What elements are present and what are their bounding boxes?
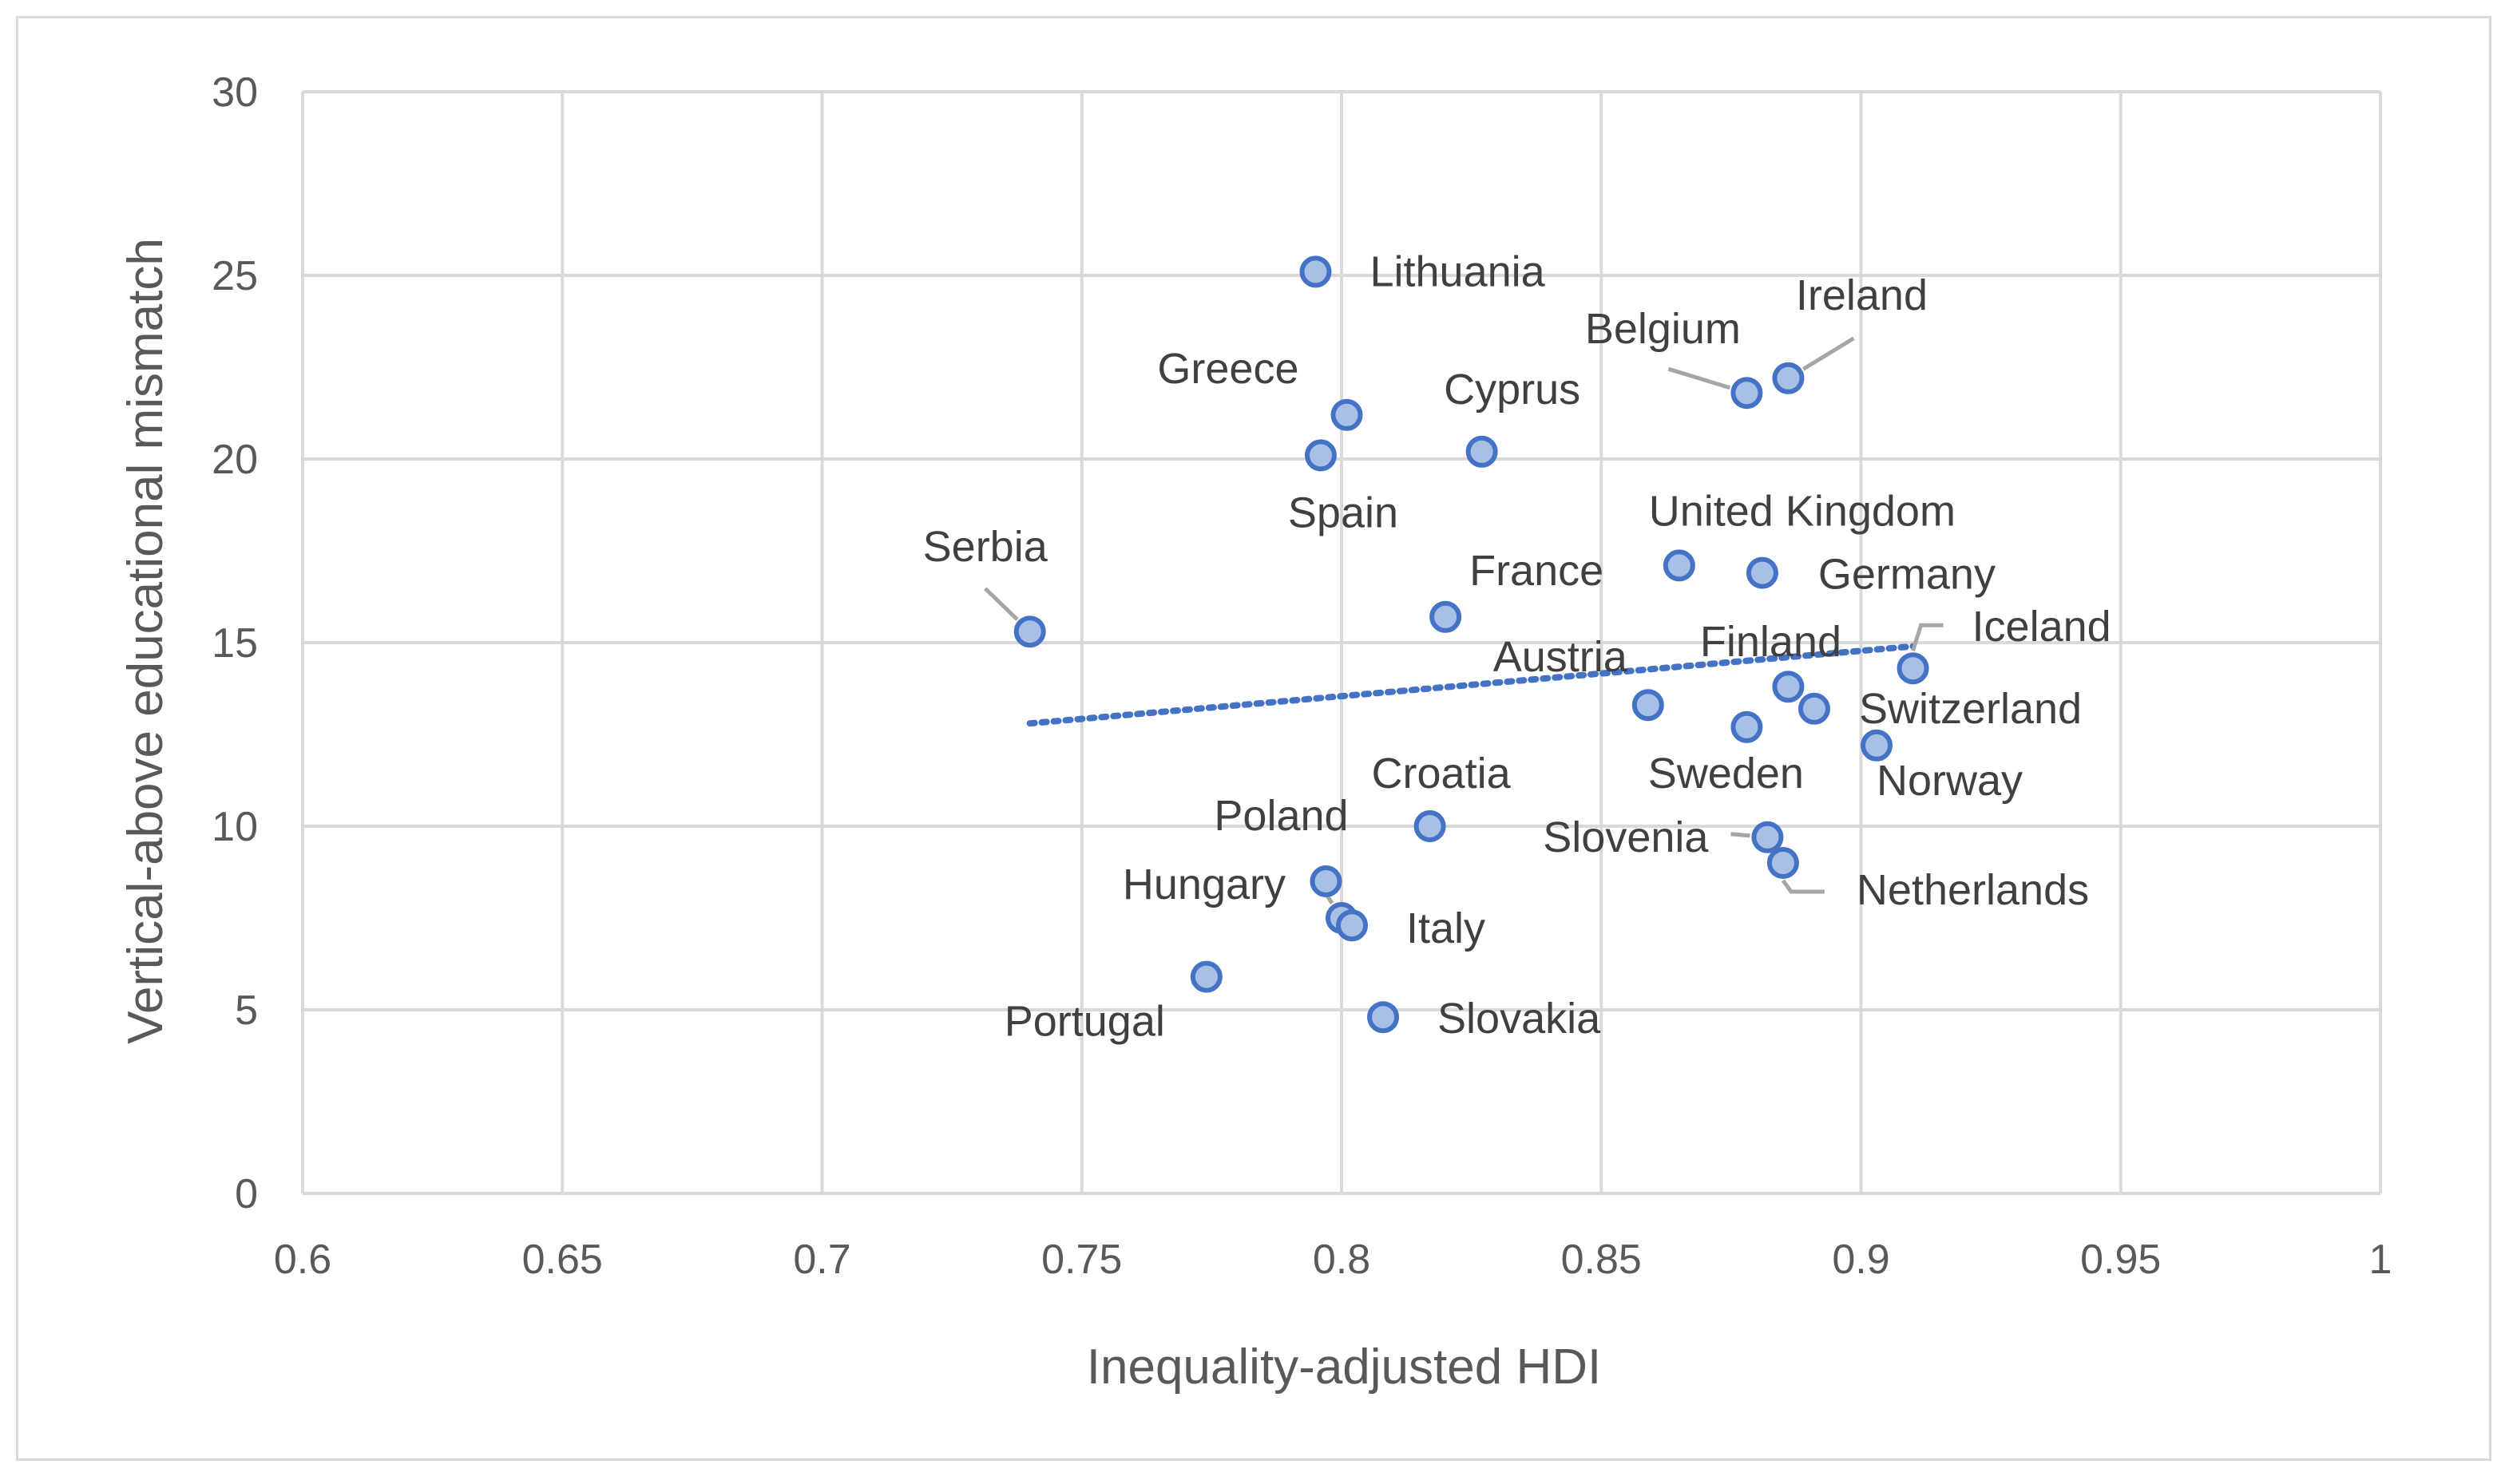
data-point-iceland xyxy=(1897,652,1929,685)
leader-line-netherlands xyxy=(1781,879,1825,894)
point-label-austria: Austria xyxy=(1493,633,1628,681)
data-point-croatia xyxy=(1413,810,1446,842)
x-tick-label: 0.7 xyxy=(793,1237,850,1283)
point-label-serbia: Serbia xyxy=(923,523,1048,571)
y-tick-labels: 0 5 10 15 20 25 30 xyxy=(212,69,258,1217)
x-tick-label: 0.65 xyxy=(522,1237,603,1283)
data-point-belgium xyxy=(1730,377,1763,410)
point-label-iceland: Iceland xyxy=(1972,603,2111,651)
point-label-croatia: Croatia xyxy=(1372,750,1512,797)
data-point-united-kingdom xyxy=(1663,549,1695,582)
data-point-germany xyxy=(1746,556,1778,589)
x-tick-label: 1 xyxy=(2369,1237,2392,1283)
data-point-finland xyxy=(1772,671,1805,703)
trendline xyxy=(1026,643,1916,727)
data-point-france xyxy=(1429,600,1462,633)
leader-line-slovenia xyxy=(1730,832,1750,838)
data-point-serbia xyxy=(1013,615,1046,648)
point-label-netherlands: Netherlands xyxy=(1857,866,2089,914)
chart-frame: Lithuania Greece Spain Cyprus Belgium Ireland… xyxy=(16,16,2491,1461)
data-points xyxy=(1013,255,1929,1034)
data-point-switzerland xyxy=(1798,692,1830,725)
x-tick-label: 0.85 xyxy=(1561,1237,1642,1283)
y-tick-label: 10 xyxy=(212,804,258,850)
y-tick-label: 30 xyxy=(212,69,258,116)
point-label-italy: Italy xyxy=(1406,904,1485,952)
data-point-greece xyxy=(1330,398,1363,431)
data-point-ireland xyxy=(1772,362,1805,394)
x-tick-label: 0.8 xyxy=(1313,1237,1370,1283)
data-point-austria xyxy=(1631,689,1664,722)
x-tick-label: 0.9 xyxy=(1832,1237,1889,1283)
y-tick-label: 25 xyxy=(212,253,258,299)
point-label-poland: Poland xyxy=(1214,792,1348,840)
x-tick-label: 0.75 xyxy=(1041,1237,1122,1283)
point-label-sweden: Sweden xyxy=(1648,750,1804,797)
point-label-spain: Spain xyxy=(1288,489,1398,536)
point-label-germany: Germany xyxy=(1818,551,1996,599)
trendline-group xyxy=(1026,643,1916,727)
y-tick-label: 5 xyxy=(235,987,258,1034)
data-point-norway xyxy=(1861,729,1893,762)
y-axis-title: Vertical-above educational mismatch xyxy=(118,238,173,1044)
point-label-united-kingdom: United Kingdom xyxy=(1649,487,1956,535)
point-label-norway: Norway xyxy=(1877,757,2023,805)
point-label-finland: Finland xyxy=(1700,618,1841,666)
data-point-poland xyxy=(1310,865,1342,897)
y-tick-label: 0 xyxy=(235,1171,258,1217)
point-label-hungary: Hungary xyxy=(1123,861,1286,908)
point-label-belgium: Belgium xyxy=(1585,305,1741,353)
grid-lines xyxy=(301,90,2382,1195)
data-point-slovakia xyxy=(1367,1001,1400,1034)
point-label-slovenia: Slovenia xyxy=(1543,813,1709,861)
y-tick-label: 20 xyxy=(212,437,258,483)
point-label-lithuania: Lithuania xyxy=(1369,247,1545,295)
data-point-cyprus xyxy=(1465,435,1498,468)
point-label-cyprus: Cyprus xyxy=(1444,366,1580,414)
point-label-portugal: Portugal xyxy=(1005,998,1165,1046)
y-tick-label: 15 xyxy=(212,620,258,667)
x-axis-title: Inequality-adjusted HDI xyxy=(1087,1340,1601,1395)
point-label-switzerland: Switzerland xyxy=(1859,685,2082,733)
data-point-netherlands xyxy=(1766,847,1799,879)
data-point-slovenia xyxy=(1751,821,1784,853)
leader-line-belgium xyxy=(1667,366,1731,390)
data-point-italy xyxy=(1336,909,1369,942)
data-point-sweden xyxy=(1730,710,1763,743)
data-point-lithuania xyxy=(1299,255,1332,288)
x-tick-label: 0.95 xyxy=(2080,1237,2161,1283)
data-point-spain xyxy=(1304,439,1337,472)
data-point-portugal xyxy=(1190,960,1223,993)
leader-line-ireland xyxy=(1802,336,1855,371)
x-tick-label: 0.6 xyxy=(274,1237,331,1283)
leader-line-serbia xyxy=(983,587,1019,621)
leader-line-iceland xyxy=(1911,623,1944,651)
point-label-ireland: Ireland xyxy=(1796,271,1928,319)
point-label-greece: Greece xyxy=(1157,345,1298,393)
leader-lines xyxy=(983,336,1944,904)
point-label-france: France xyxy=(1469,547,1603,595)
point-label-slovakia: Slovakia xyxy=(1437,995,1601,1043)
x-tick-labels: 0.6 0.65 0.7 0.75 0.8 0.85 0.9 0.95 1 xyxy=(274,1237,2392,1283)
